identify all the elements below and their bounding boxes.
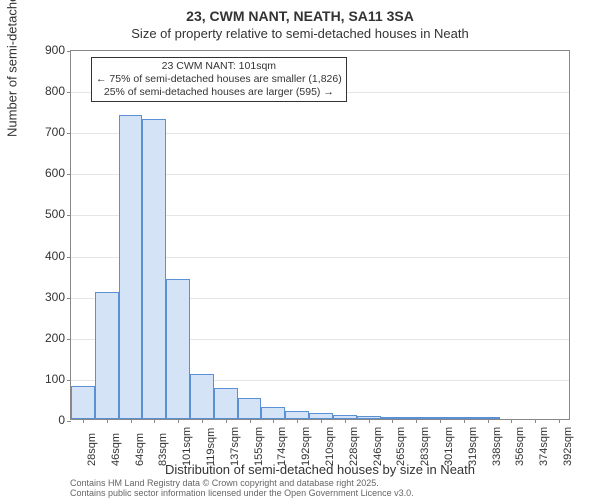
x-tick-label: 64sqm	[134, 433, 146, 466]
x-tick-mark	[535, 419, 536, 423]
x-tick-label: 174sqm	[276, 427, 288, 466]
y-tick-mark	[67, 133, 71, 134]
x-tick-label: 265sqm	[395, 427, 407, 466]
x-tick-mark	[369, 419, 370, 423]
x-tick-mark	[131, 419, 132, 423]
x-tick-mark	[178, 419, 179, 423]
annotation-line-1: 23 CWM NANT: 101sqm	[96, 60, 342, 73]
y-tick-mark	[67, 380, 71, 381]
y-tick-label: 100	[35, 372, 65, 386]
y-tick-label: 0	[35, 413, 65, 427]
histogram-bar	[190, 374, 214, 419]
x-tick-label: 246sqm	[372, 427, 384, 466]
x-tick-mark	[321, 419, 322, 423]
y-tick-label: 900	[35, 43, 65, 57]
x-tick-label: 283sqm	[419, 427, 431, 466]
x-tick-mark	[202, 419, 203, 423]
y-tick-label: 700	[35, 125, 65, 139]
histogram-bar	[261, 407, 285, 419]
chart-title-main: 23, CWM NANT, NEATH, SA11 3SA	[0, 8, 600, 24]
y-tick-mark	[67, 92, 71, 93]
x-tick-mark	[273, 419, 274, 423]
x-tick-label: 192sqm	[300, 427, 312, 466]
annotation-box: 23 CWM NANT: 101sqm ← 75% of semi-detach…	[91, 57, 347, 102]
histogram-bar	[142, 119, 166, 419]
x-tick-label: 374sqm	[538, 427, 550, 466]
y-tick-label: 300	[35, 290, 65, 304]
x-tick-label: 319sqm	[467, 427, 479, 466]
x-tick-label: 155sqm	[253, 427, 265, 466]
x-tick-mark	[488, 419, 489, 423]
x-tick-mark	[440, 419, 441, 423]
y-tick-mark	[67, 421, 71, 422]
y-tick-mark	[67, 298, 71, 299]
x-tick-mark	[226, 419, 227, 423]
x-tick-label: 338sqm	[491, 427, 503, 466]
x-tick-label: 392sqm	[562, 427, 574, 466]
y-tick-label: 600	[35, 166, 65, 180]
footer-line-1: Contains HM Land Registry data © Crown c…	[70, 478, 414, 488]
x-tick-label: 46sqm	[110, 433, 122, 466]
footer-line-2: Contains public sector information licen…	[70, 488, 414, 498]
y-tick-label: 800	[35, 84, 65, 98]
x-tick-mark	[392, 419, 393, 423]
histogram-bar	[166, 279, 190, 419]
x-tick-label: 228sqm	[348, 427, 360, 466]
y-tick-label: 200	[35, 331, 65, 345]
histogram-bar	[119, 115, 143, 419]
y-tick-mark	[67, 215, 71, 216]
y-tick-label: 500	[35, 207, 65, 221]
histogram-bar	[238, 398, 262, 419]
histogram-bar	[71, 386, 95, 419]
y-tick-mark	[67, 51, 71, 52]
x-tick-mark	[511, 419, 512, 423]
histogram-bar	[214, 388, 238, 419]
x-tick-label: 28sqm	[86, 433, 98, 466]
y-tick-mark	[67, 257, 71, 258]
histogram-bar	[95, 292, 119, 419]
plot-area: 23 CWM NANT: 101sqm ← 75% of semi-detach…	[70, 50, 570, 420]
x-tick-mark	[559, 419, 560, 423]
x-tick-mark	[416, 419, 417, 423]
footer-attribution: Contains HM Land Registry data © Crown c…	[70, 478, 414, 499]
x-tick-mark	[250, 419, 251, 423]
x-tick-label: 83sqm	[157, 433, 169, 466]
y-tick-mark	[67, 339, 71, 340]
x-tick-label: 301sqm	[443, 427, 455, 466]
annotation-line-3: 25% of semi-detached houses are larger (…	[96, 86, 342, 99]
x-tick-mark	[154, 419, 155, 423]
x-tick-label: 119sqm	[205, 428, 217, 466]
histogram-bar	[285, 411, 309, 419]
y-tick-label: 400	[35, 249, 65, 263]
x-tick-mark	[107, 419, 108, 423]
x-tick-label: 210sqm	[324, 427, 336, 466]
x-tick-mark	[297, 419, 298, 423]
x-tick-mark	[464, 419, 465, 423]
x-tick-mark	[83, 419, 84, 423]
chart-title-sub: Size of property relative to semi-detach…	[0, 26, 600, 41]
x-tick-label: 101sqm	[181, 427, 193, 466]
x-tick-mark	[345, 419, 346, 423]
x-tick-label: 356sqm	[514, 427, 526, 466]
histogram-chart: 23, CWM NANT, NEATH, SA11 3SA Size of pr…	[0, 0, 600, 500]
y-tick-mark	[67, 174, 71, 175]
y-axis-label: Number of semi-detached properties	[5, 0, 20, 137]
annotation-line-2: ← 75% of semi-detached houses are smalle…	[96, 73, 342, 86]
x-tick-label: 137sqm	[229, 427, 241, 466]
